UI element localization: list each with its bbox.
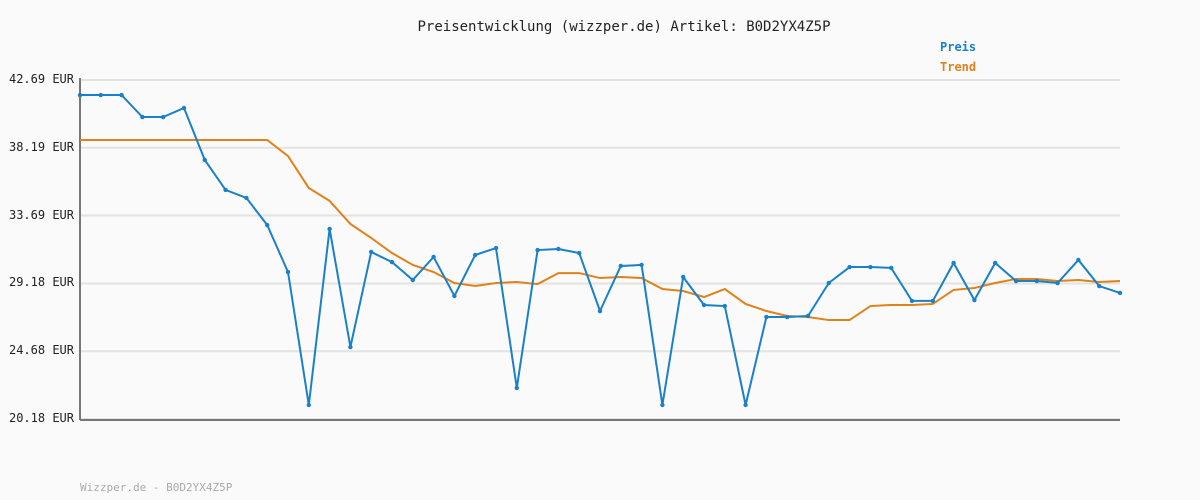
data-point	[285, 269, 291, 275]
data-point	[223, 187, 228, 193]
data-point	[805, 313, 811, 319]
data-point	[681, 274, 686, 280]
data-point	[972, 297, 977, 303]
y-tick-label: 38.19 EUR	[8, 139, 74, 154]
data-point	[889, 265, 894, 271]
data-point	[639, 262, 644, 268]
data-point	[1117, 290, 1123, 296]
data-point	[306, 402, 311, 408]
data-point	[826, 280, 831, 286]
data-point	[993, 260, 998, 266]
y-tick-label: 20.18 EUR	[8, 411, 74, 425]
data-point	[868, 264, 873, 270]
data-point	[265, 222, 270, 228]
data-point	[597, 308, 603, 314]
data-point	[202, 157, 207, 163]
data-point	[660, 402, 665, 408]
y-tick-label: 33.69 EUR	[8, 207, 74, 222]
data-point	[348, 344, 353, 350]
footer-text: Wizzper.de - B0D2YX4Z5P	[80, 481, 233, 494]
data-point	[1076, 257, 1081, 263]
data-point	[701, 302, 707, 308]
data-point	[577, 250, 582, 256]
data-point	[743, 402, 748, 408]
data-point	[431, 254, 436, 260]
data-point	[473, 252, 478, 258]
data-point	[161, 114, 166, 120]
legend-trend: Trend	[940, 60, 977, 74]
y-tick-label: 29.18 EUR	[8, 275, 74, 290]
data-point	[1055, 280, 1060, 286]
data-point	[493, 245, 499, 251]
data-point	[618, 263, 623, 269]
data-point	[119, 92, 124, 98]
chart-title: Preisentwicklung (wizzper.de) Artikel: B…	[417, 19, 831, 35]
data-point	[764, 314, 769, 320]
legend-preis: Preis	[940, 40, 977, 54]
data-point	[514, 385, 519, 391]
data-point	[77, 92, 83, 98]
data-point	[452, 293, 457, 299]
y-tick-label: 24.68 EUR	[8, 343, 74, 358]
data-point	[410, 277, 415, 283]
data-point	[369, 249, 374, 255]
data-point	[1013, 278, 1019, 284]
y-tick-label: 42.69 EUR	[8, 72, 74, 86]
data-point	[181, 105, 187, 111]
series-line-preis	[80, 94, 1121, 406]
data-point	[847, 264, 852, 270]
data-point	[244, 195, 249, 201]
data-point	[556, 246, 561, 252]
data-point	[909, 298, 915, 304]
data-point	[785, 314, 790, 320]
data-point	[722, 303, 727, 309]
data-point	[327, 226, 332, 232]
data-point	[1097, 283, 1102, 289]
data-point	[98, 92, 104, 98]
series-line-trend	[80, 138, 1121, 322]
data-point	[535, 247, 540, 253]
data-point	[930, 298, 935, 304]
data-point	[140, 114, 145, 120]
data-point	[389, 259, 395, 265]
data-point	[1034, 278, 1040, 284]
data-point	[951, 260, 956, 266]
